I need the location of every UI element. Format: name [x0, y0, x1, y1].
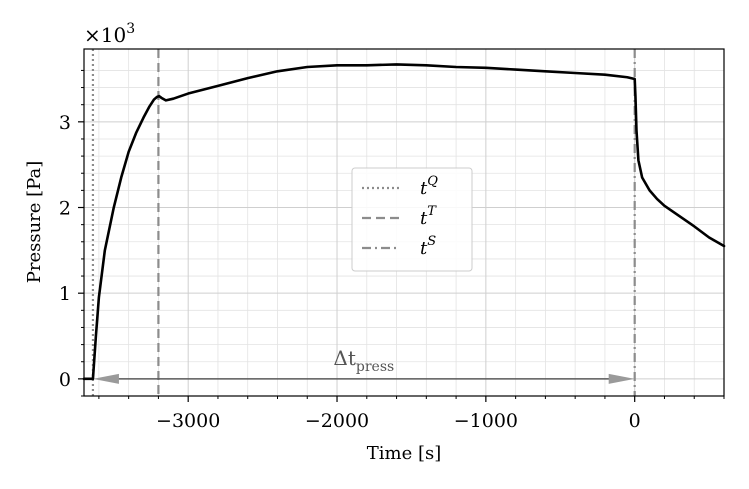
x-tick-label: −1000	[454, 410, 518, 432]
y-axis-label: Pressure [Pa]	[24, 161, 45, 284]
y-ticks: 0 1 2 3	[59, 69, 84, 397]
y-tick-label: 2	[59, 198, 71, 220]
legend-label-tt: tT	[420, 204, 437, 229]
x-tick-label: −3000	[156, 410, 220, 432]
x-axis-label: Time [s]	[367, 443, 442, 464]
y-multiplier-exponent: 3	[126, 21, 135, 37]
y-multiplier: ×103	[84, 21, 135, 47]
pressure-series-line	[82, 63, 726, 381]
y-tick-label: 0	[59, 369, 71, 391]
y-tick-label: 3	[59, 112, 71, 134]
annotation-arrowhead-right	[608, 373, 635, 384]
series-group	[82, 63, 726, 381]
x-ticks: −3000 −2000 −1000 0	[98, 396, 725, 432]
plot-frame	[83, 48, 725, 397]
x-tick-label: 0	[629, 410, 641, 432]
x-tick-label: −2000	[305, 410, 369, 432]
legend-label-tq: tQ	[420, 174, 438, 199]
y-tick-label: 1	[59, 283, 71, 305]
y-multiplier-base: ×10	[84, 23, 126, 47]
duration-annotation: Δtpress	[92, 346, 635, 384]
annotation-label: Δtpress	[333, 346, 394, 375]
annotation-arrowhead-left	[92, 373, 119, 384]
legend-box	[351, 167, 473, 272]
legend: tQ tT tS	[351, 167, 473, 272]
legend-label-ts: tS	[420, 234, 436, 259]
